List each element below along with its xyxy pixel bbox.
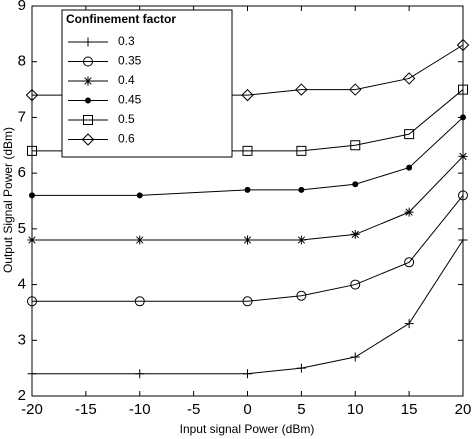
marker bbox=[242, 145, 253, 156]
marker bbox=[350, 140, 361, 151]
legend-marker bbox=[85, 97, 91, 104]
y-tick-label: 8 bbox=[18, 53, 26, 70]
marker bbox=[296, 290, 307, 301]
legend-marker bbox=[81, 133, 95, 146]
marker bbox=[296, 145, 307, 156]
marker bbox=[460, 114, 466, 121]
marker bbox=[135, 235, 145, 245]
x-tick-label: 15 bbox=[401, 401, 418, 418]
marker bbox=[404, 129, 415, 140]
y-tick-label: 2 bbox=[18, 387, 26, 404]
marker bbox=[242, 296, 253, 307]
legend-marker bbox=[83, 37, 93, 47]
series-line bbox=[32, 156, 464, 241]
marker bbox=[456, 38, 470, 52]
marker bbox=[27, 369, 37, 379]
y-tick-label: 3 bbox=[18, 331, 26, 348]
marker bbox=[404, 319, 414, 329]
marker bbox=[25, 88, 39, 102]
marker bbox=[350, 279, 361, 290]
marker bbox=[458, 190, 468, 201]
marker bbox=[134, 296, 145, 307]
marker bbox=[458, 235, 468, 245]
marker bbox=[406, 164, 413, 171]
marker bbox=[296, 235, 306, 245]
x-tick-label: -5 bbox=[187, 401, 200, 418]
x-tick-label: 5 bbox=[297, 401, 305, 418]
y-tick-label: 9 bbox=[18, 0, 26, 14]
x-tick-label: 20 bbox=[455, 401, 472, 418]
x-axis-label: Input signal Power (dBm) bbox=[180, 422, 315, 436]
marker bbox=[352, 181, 359, 188]
x-tick-label: -15 bbox=[75, 401, 97, 418]
legend-label: 0.4 bbox=[118, 73, 135, 87]
marker bbox=[404, 207, 414, 217]
x-tick-label: 10 bbox=[347, 401, 364, 418]
y-tick-label: 7 bbox=[18, 108, 26, 125]
legend-label: 0.6 bbox=[118, 132, 135, 146]
marker bbox=[241, 88, 254, 102]
x-tick-label: -20 bbox=[21, 401, 43, 418]
marker bbox=[243, 235, 252, 245]
legend-label: 0.5 bbox=[118, 112, 135, 126]
marker bbox=[27, 145, 37, 156]
marker bbox=[402, 72, 416, 85]
marker bbox=[29, 192, 35, 199]
marker bbox=[404, 257, 415, 268]
x-tick-label: 0 bbox=[243, 401, 251, 418]
y-axis-label: Output Signal Power (dBm) bbox=[1, 127, 15, 273]
series-line bbox=[32, 195, 464, 302]
marker bbox=[244, 186, 251, 193]
marker bbox=[27, 235, 37, 245]
marker bbox=[243, 369, 252, 379]
marker bbox=[349, 83, 362, 96]
legend-marker bbox=[83, 115, 93, 125]
x-tick-label: -10 bbox=[129, 401, 151, 418]
legend-label: 0.45 bbox=[118, 93, 142, 107]
marker bbox=[458, 151, 468, 161]
marker bbox=[136, 192, 143, 199]
marker bbox=[27, 296, 37, 307]
y-tick-label: 4 bbox=[18, 276, 26, 293]
legend-label: 0.35 bbox=[118, 54, 142, 68]
marker bbox=[350, 352, 360, 362]
marker bbox=[298, 186, 305, 193]
legend-title: Confinement factor bbox=[66, 12, 176, 26]
marker bbox=[296, 363, 306, 373]
marker bbox=[135, 369, 145, 379]
legend-marker bbox=[83, 76, 93, 86]
y-tick-label: 6 bbox=[18, 164, 26, 181]
marker bbox=[458, 84, 468, 95]
marker bbox=[350, 229, 360, 239]
series-line bbox=[32, 239, 464, 375]
marker bbox=[295, 83, 308, 96]
y-tick-label: 5 bbox=[18, 220, 26, 237]
legend-label: 0.3 bbox=[118, 34, 135, 48]
legend-marker bbox=[83, 56, 93, 67]
